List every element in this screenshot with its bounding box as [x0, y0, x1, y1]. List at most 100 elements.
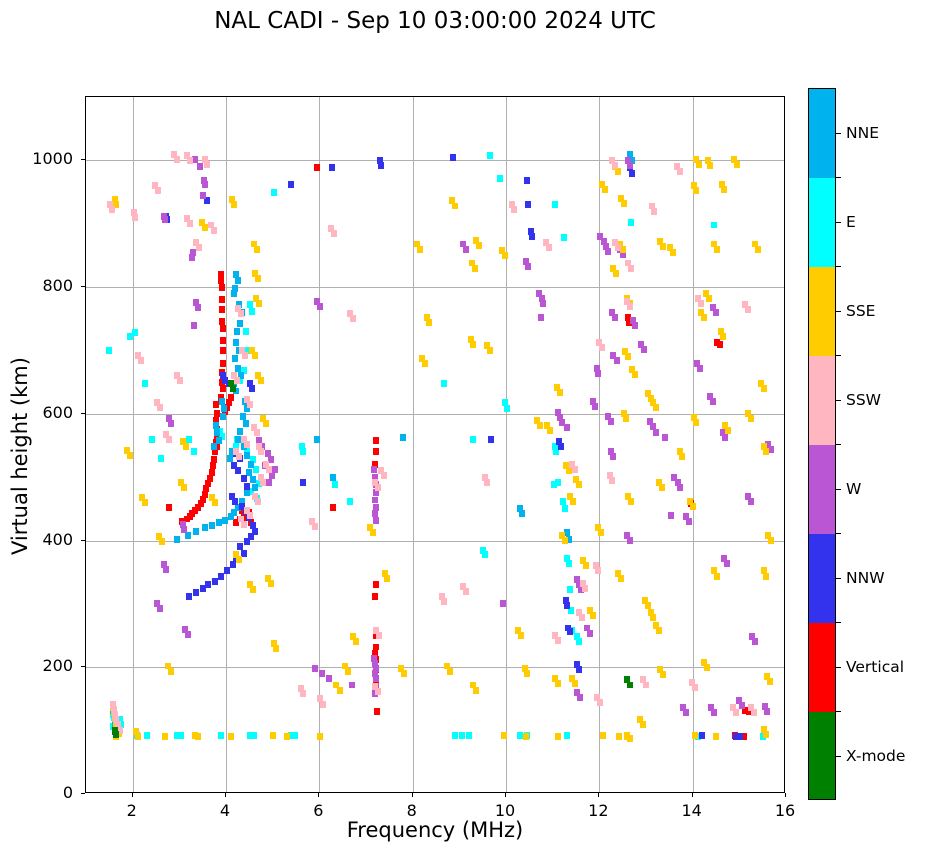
data-point	[211, 499, 218, 506]
data-point	[141, 499, 148, 506]
data-point	[236, 301, 243, 309]
data-point	[760, 725, 767, 733]
x-tick-label: 2	[126, 801, 137, 820]
data-point	[566, 535, 573, 543]
data-point	[208, 521, 216, 529]
data-point	[612, 239, 619, 247]
y-tick-mark	[81, 793, 85, 794]
data-point	[741, 706, 748, 714]
data-point	[720, 333, 727, 340]
data-point	[689, 502, 696, 510]
data-point	[622, 348, 629, 356]
data-point	[218, 732, 225, 740]
data-point	[736, 696, 743, 704]
data-point	[317, 695, 324, 703]
data-point	[251, 492, 258, 500]
data-point	[503, 405, 510, 413]
data-point	[398, 665, 405, 673]
data-point	[158, 538, 165, 546]
data-point	[732, 733, 739, 741]
data-point	[267, 580, 274, 588]
data-point	[691, 684, 698, 692]
data-point	[235, 504, 242, 512]
data-point	[200, 177, 207, 185]
data-point	[740, 733, 748, 741]
data-point	[690, 182, 697, 190]
data-point	[515, 627, 522, 634]
data-point	[575, 666, 582, 674]
data-point	[271, 466, 278, 474]
data-point	[238, 497, 245, 505]
gridline-vertical	[319, 97, 320, 792]
data-point	[317, 733, 324, 741]
data-point	[257, 377, 264, 385]
data-point	[597, 232, 604, 240]
gridline-vertical	[693, 97, 694, 792]
data-point	[722, 434, 729, 442]
data-point	[448, 197, 455, 205]
data-point	[656, 627, 663, 634]
data-point	[540, 300, 547, 308]
colorbar-segment-w	[809, 445, 835, 535]
data-point	[607, 417, 614, 425]
data-point	[572, 680, 579, 688]
data-point	[703, 663, 710, 671]
data-point	[609, 308, 616, 316]
data-point	[620, 199, 627, 207]
data-point	[555, 637, 562, 645]
data-point	[372, 461, 379, 468]
data-point	[696, 160, 703, 168]
data-point	[372, 473, 379, 481]
data-point	[647, 609, 654, 617]
data-point	[479, 547, 486, 555]
data-point	[265, 478, 272, 486]
data-point	[167, 420, 174, 428]
data-point	[374, 708, 381, 716]
data-point	[599, 344, 606, 352]
data-point	[604, 248, 611, 256]
colorbar-boundary-tick	[836, 266, 841, 267]
data-point	[648, 202, 655, 210]
colorbar-segment-x-mode	[809, 712, 835, 799]
data-point	[377, 467, 384, 475]
data-point	[473, 236, 480, 244]
data-point	[768, 537, 775, 545]
data-point	[156, 605, 163, 613]
data-point	[763, 572, 770, 580]
data-point	[568, 606, 575, 614]
data-point	[748, 704, 755, 712]
data-point	[700, 658, 707, 666]
data-point	[615, 733, 622, 741]
data-point	[260, 478, 267, 486]
data-point	[124, 447, 131, 455]
data-point	[239, 412, 246, 420]
colorbar-tick	[836, 488, 841, 490]
colorbar-label-x-mode: X-mode	[846, 746, 906, 765]
y-tick-mark	[81, 412, 85, 414]
colorbar-boundary-tick	[836, 355, 841, 356]
data-point	[710, 397, 717, 405]
x-tick-mark	[785, 793, 786, 797]
data-point	[747, 415, 754, 423]
data-point	[573, 661, 580, 669]
data-point	[698, 300, 705, 308]
y-tick-label: 800	[42, 276, 73, 296]
data-point	[508, 201, 515, 209]
data-point	[625, 156, 632, 164]
data-point	[384, 575, 391, 583]
data-point	[521, 665, 528, 673]
data-point	[233, 270, 240, 278]
data-point	[347, 497, 354, 505]
data-point	[195, 244, 202, 252]
data-point	[264, 449, 272, 457]
data-point	[470, 435, 477, 443]
data-point	[702, 289, 709, 297]
data-point	[625, 314, 632, 321]
data-point	[267, 455, 274, 463]
data-point	[180, 525, 188, 533]
data-point	[610, 352, 617, 359]
data-point	[628, 156, 636, 164]
data-point	[231, 372, 238, 380]
data-point	[693, 187, 700, 195]
data-point	[517, 632, 524, 640]
